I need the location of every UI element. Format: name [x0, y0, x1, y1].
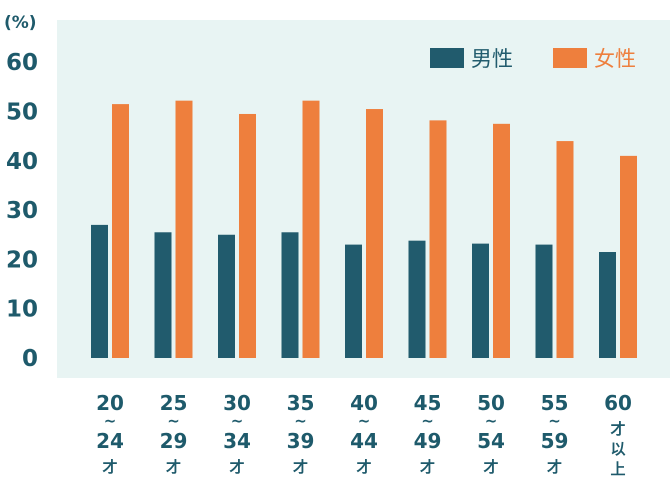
x-tick-label-line: ~ — [104, 412, 117, 430]
bars — [91, 100, 637, 359]
bar-series-0-cat-0 — [91, 224, 108, 358]
bar-series-1-cat-5 — [429, 120, 447, 359]
x-tick-label-line: 59 — [541, 429, 569, 453]
x-tick-label-line: 60 — [604, 391, 632, 415]
x-tick-label-line: ~ — [548, 412, 561, 430]
bar-series-1-cat-7 — [556, 141, 574, 358]
y-axis-unit-label: (%) — [4, 13, 37, 33]
y-axis-ticks: 0 10 20 30 40 50 60 — [6, 50, 38, 372]
x-tick-label-line: 39 — [287, 429, 315, 453]
bar-series-0-cat-5 — [408, 240, 426, 358]
x-tick-label-line: 49 — [414, 429, 442, 453]
x-tick-label-line: 才 — [102, 458, 117, 476]
bar-series-1-cat-2 — [239, 113, 256, 358]
y-tick-label: 0 — [22, 346, 38, 372]
bar-series-1-cat-0 — [112, 104, 129, 358]
x-tick-label-line: 25 — [160, 391, 188, 415]
x-tick-label-line: 34 — [223, 429, 251, 453]
x-tick-label-line: 35 — [287, 391, 315, 415]
y-tick-label: 30 — [6, 198, 38, 224]
y-tick-label: 50 — [6, 100, 38, 126]
x-tick-label-line: ~ — [421, 412, 434, 430]
x-tick-label-line: ~ — [231, 412, 244, 430]
legend-swatch-1 — [553, 48, 587, 68]
legend-swatch-0 — [430, 48, 464, 68]
y-tick-label: 40 — [6, 149, 38, 175]
y-tick-label: 60 — [6, 50, 38, 76]
x-tick-label-line: 才 — [547, 458, 562, 476]
legend-label-1: 女性 — [594, 47, 636, 71]
bar-series-1-cat-1 — [175, 100, 193, 359]
legend: 男性 女性 — [430, 47, 636, 71]
x-tick-label-line: 44 — [350, 429, 378, 453]
y-tick-label: 20 — [6, 247, 38, 273]
bar-series-1-cat-3 — [302, 100, 320, 359]
bar-series-0-cat-6 — [472, 243, 489, 358]
bar-series-0-cat-8 — [599, 252, 616, 358]
bar-series-1-cat-8 — [620, 155, 637, 358]
y-tick-label: 10 — [6, 297, 38, 323]
x-tick-label-line: 才 — [610, 420, 625, 438]
x-tick-label-line: 24 — [96, 429, 124, 453]
bar-series-1-cat-6 — [493, 123, 510, 358]
x-tick-label-line: ~ — [294, 412, 307, 430]
x-tick-label-line: 才 — [420, 458, 435, 476]
bar-series-0-cat-7 — [535, 244, 553, 358]
x-tick-label-line: 才 — [229, 458, 244, 476]
x-tick-label-line: 才 — [166, 458, 181, 476]
x-tick-label-line: ~ — [485, 412, 498, 430]
x-tick-label-line: 55 — [541, 391, 569, 415]
x-tick-label-line: 才 — [356, 458, 371, 476]
x-tick-label-line: 29 — [160, 429, 188, 453]
bar-series-0-cat-1 — [154, 232, 172, 358]
bar-series-1-cat-4 — [366, 109, 383, 358]
legend-label-0: 男性 — [471, 47, 513, 71]
x-tick-label-line: 50 — [477, 391, 505, 415]
plot-background — [57, 20, 670, 378]
x-tick-label-line: 54 — [477, 429, 505, 453]
x-tick-label-line: 上 — [610, 460, 625, 478]
x-tick-label-line: 20 — [96, 391, 124, 415]
x-tick-label-line: 以 — [610, 440, 625, 458]
bar-series-0-cat-3 — [281, 232, 299, 358]
x-tick-label-line: 30 — [223, 391, 251, 415]
x-tick-label-line: 40 — [350, 391, 378, 415]
bar-series-0-cat-2 — [218, 234, 235, 358]
x-tick-label-line: 才 — [483, 458, 498, 476]
bar-series-0-cat-4 — [345, 244, 362, 358]
x-axis-labels: 20~24才25~29才30~34才35~39才40~44才45~49才50~5… — [96, 391, 632, 478]
x-tick-label-line: 45 — [414, 391, 442, 415]
x-tick-label-line: ~ — [358, 412, 371, 430]
x-tick-label-line: 才 — [293, 458, 308, 476]
x-tick-label-line: ~ — [167, 412, 180, 430]
